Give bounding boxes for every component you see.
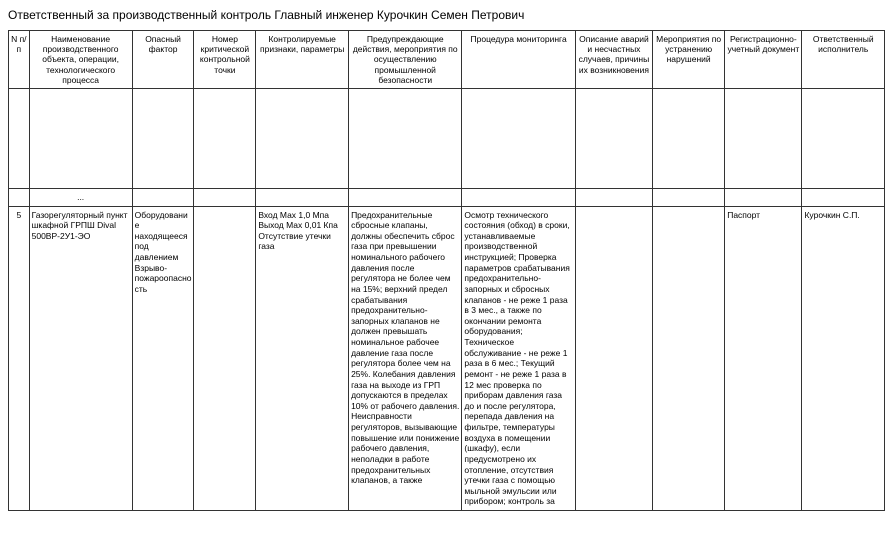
control-table: N п/п Наименование производственного объ… bbox=[8, 30, 885, 511]
header-monitor: Процедура мониторинга bbox=[462, 31, 575, 89]
cell-empty bbox=[349, 88, 462, 188]
header-resp: Ответственный исполнитель bbox=[802, 31, 885, 89]
cell-prev: Предохранительные сбросные клапаны, долж… bbox=[349, 206, 462, 511]
cell-empty bbox=[349, 188, 462, 206]
cell-resp: Курочкин С.П. bbox=[802, 206, 885, 511]
cell-monitor: Осмотр технического состояния (обход) в … bbox=[462, 206, 575, 511]
ellipsis-row: ... bbox=[9, 188, 885, 206]
cell-empty bbox=[194, 188, 256, 206]
cell-empty bbox=[194, 88, 256, 188]
cell-empty bbox=[29, 88, 132, 188]
header-n: N п/п bbox=[9, 31, 30, 89]
cell-empty bbox=[132, 88, 194, 188]
header-factor: Опасный фактор bbox=[132, 31, 194, 89]
header-name: Наименование производственного объекта, … bbox=[29, 31, 132, 89]
cell-ellipsis: ... bbox=[29, 188, 132, 206]
cell-empty bbox=[256, 188, 349, 206]
header-num: Номер критической контрольной точки bbox=[194, 31, 256, 89]
cell-n: 5 bbox=[9, 206, 30, 511]
page-title: Ответственный за производственный контро… bbox=[8, 8, 885, 22]
cell-empty bbox=[256, 88, 349, 188]
cell-empty bbox=[653, 188, 725, 206]
spacer-row bbox=[9, 88, 885, 188]
cell-num bbox=[194, 206, 256, 511]
cell-empty bbox=[575, 88, 652, 188]
header-param: Контролируемые признаки, параметры bbox=[256, 31, 349, 89]
cell-empty bbox=[9, 188, 30, 206]
cell-empty bbox=[802, 88, 885, 188]
cell-empty bbox=[9, 88, 30, 188]
cell-action bbox=[653, 206, 725, 511]
cell-param: Вход Мах 1,0 Мпа Выход Мах 0,01 Кпа Отсу… bbox=[256, 206, 349, 511]
header-prev: Предупреждающие действия, мероприятия по… bbox=[349, 31, 462, 89]
cell-factor: Оборудование находящееся под давлением В… bbox=[132, 206, 194, 511]
header-accident: Описание аварий и несчастных случаев, пр… bbox=[575, 31, 652, 89]
data-row: 5 Газорегуляторный пункт шкафной ГРПШ Di… bbox=[9, 206, 885, 511]
cell-empty bbox=[802, 188, 885, 206]
header-action: Мероприятия по устранению нарушений bbox=[653, 31, 725, 89]
cell-empty bbox=[725, 88, 802, 188]
header-row: N п/п Наименование производственного объ… bbox=[9, 31, 885, 89]
cell-empty bbox=[462, 188, 575, 206]
cell-empty bbox=[462, 88, 575, 188]
cell-reg: Паспорт bbox=[725, 206, 802, 511]
cell-empty bbox=[653, 88, 725, 188]
cell-empty bbox=[132, 188, 194, 206]
cell-accident bbox=[575, 206, 652, 511]
cell-empty bbox=[575, 188, 652, 206]
header-reg: Регистрационно-учетный документ bbox=[725, 31, 802, 89]
cell-empty bbox=[725, 188, 802, 206]
cell-name: Газорегуляторный пункт шкафной ГРПШ Diva… bbox=[29, 206, 132, 511]
